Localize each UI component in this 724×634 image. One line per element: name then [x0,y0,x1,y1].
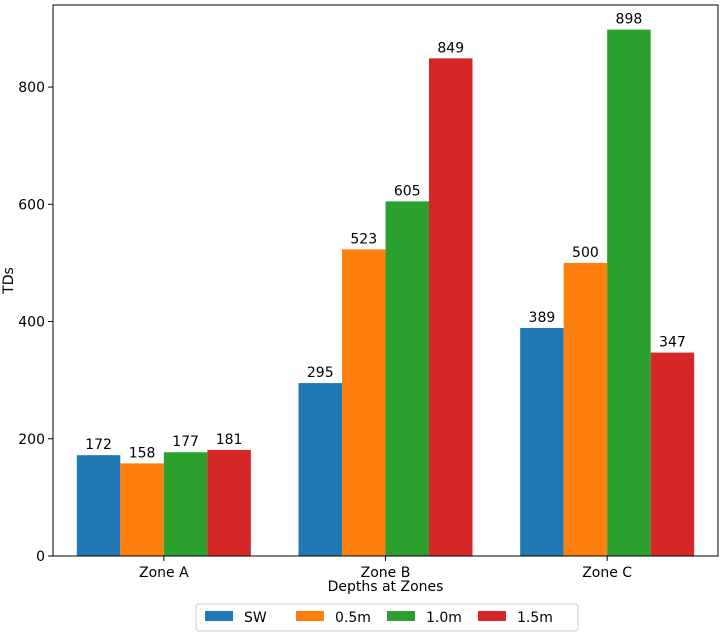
legend: SW 0.5m 1.0m 1.5m [195,603,579,632]
bar-zone-a-series-3 [207,449,251,556]
bar-zone-b-series-1 [342,249,386,556]
x-axis-title: Depths at Zones [328,579,444,595]
y-axis-title: TDs [1,267,17,295]
bars-layer [76,29,695,557]
data-label: 605 [394,183,421,199]
legend-label: 0.5m [335,610,371,626]
data-label: 849 [437,40,464,56]
data-label: 158 [129,445,156,461]
bar-zone-a-series-1 [120,463,164,556]
data-label: 347 [659,335,686,351]
data-label: 181 [216,432,243,448]
legend-swatch [387,611,415,621]
bar-zone-c-series-2 [607,29,651,557]
y-tick-label: 400 [18,315,45,331]
data-label: 523 [350,231,377,247]
data-label: 295 [307,365,334,381]
legend-label: 1.0m [426,610,462,626]
bar-zone-c-series-3 [650,352,695,556]
bar-zone-c-series-1 [563,262,608,556]
x-tick-label: Zone C [582,565,632,581]
value-labels-layer: 172 158 177 181 295 523 605 849 389 500 898 347 [85,12,686,462]
data-label: 177 [172,434,199,450]
legend-swatch [296,611,324,621]
legend-label: 1.5m [517,610,553,626]
bar-zone-a-series-0 [76,455,121,556]
data-label: 172 [85,437,112,453]
legend-swatch [205,611,233,621]
data-label: 389 [529,310,556,326]
legend-swatch [478,611,506,621]
legend-label: SW [244,610,267,626]
bar-zone-b-series-3 [429,58,473,556]
bar-zone-b-series-0 [298,383,342,556]
y-tick-label: 0 [36,549,45,565]
data-label: 898 [616,12,643,28]
x-tick-label: Zone B [361,565,411,581]
data-label: 500 [572,245,599,261]
y-tick-label: 600 [18,197,45,213]
legend-items: SW 0.5m 1.0m 1.5m [205,610,553,626]
bar-zone-a-series-2 [163,452,208,556]
y-axis: 0 200 400 600 800 [18,80,53,565]
bar-zone-b-series-2 [385,201,429,557]
y-tick-label: 200 [18,432,45,448]
x-tick-label: Zone A [139,565,189,581]
bar-zone-c-series-0 [520,327,564,556]
x-axis: Zone A Zone B Zone C [139,556,632,581]
y-tick-label: 800 [18,80,45,96]
